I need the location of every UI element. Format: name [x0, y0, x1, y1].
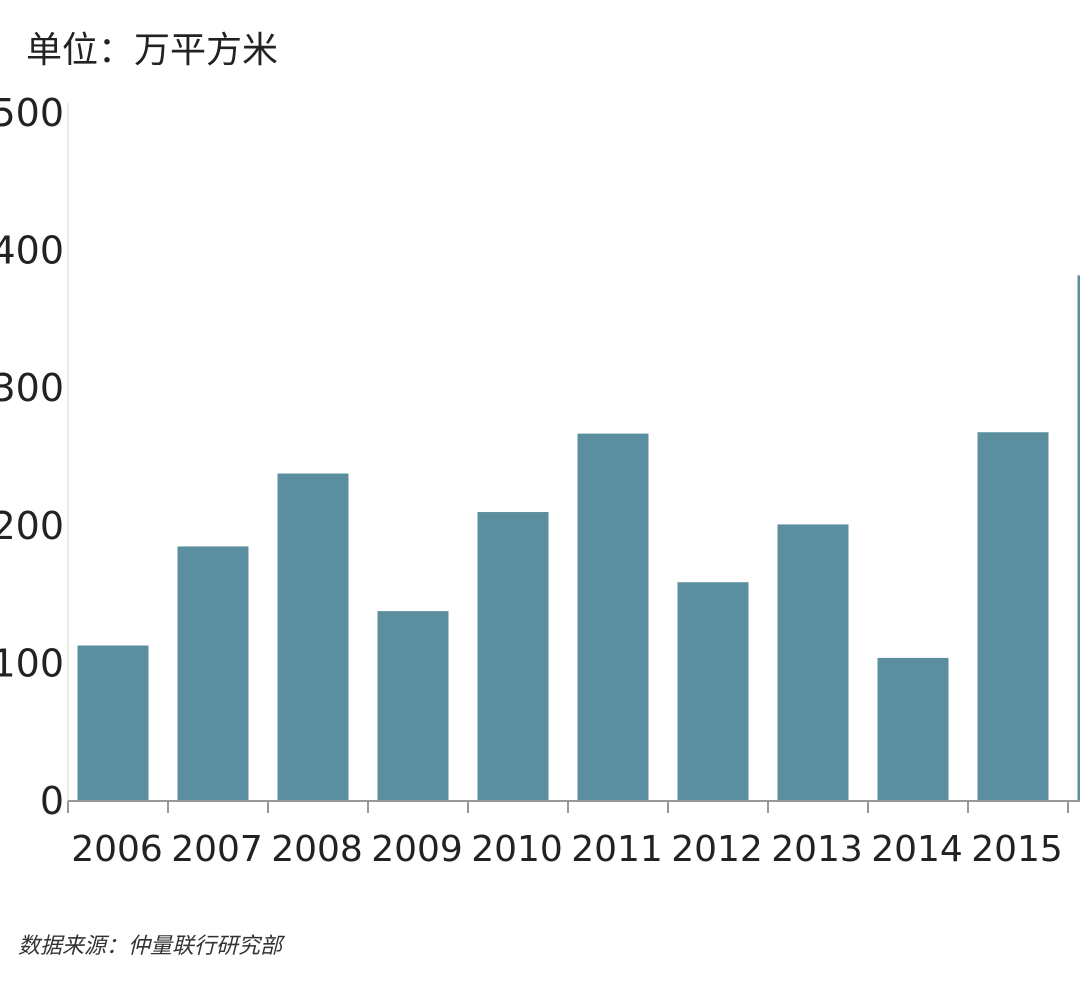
bars: [77, 275, 1080, 801]
y-tick-label: 100: [0, 641, 64, 685]
source-note: 数据来源：仲量联行研究部: [18, 934, 286, 959]
bar-2008: [277, 473, 349, 801]
y-tick-label: 300: [0, 366, 64, 410]
bar-2006: [77, 645, 149, 801]
x-axis-ticks: 2006 2007 2008 2009 2010 2011 2012 2013 2014 2015…: [67, 801, 1069, 870]
x-tick-label: 2008: [271, 829, 363, 870]
bar-2007: [177, 546, 249, 801]
x-tick-label: 2014: [871, 829, 963, 870]
y-tick-label: 400: [0, 229, 64, 273]
x-tick-label: 2009: [371, 829, 463, 870]
bar-2012: [677, 582, 749, 801]
x-tick-label: 2013: [771, 829, 863, 870]
y-tick-label: 200: [0, 504, 64, 548]
x-tick-label: 2010: [471, 829, 563, 870]
x-tick-label: 2011: [571, 829, 663, 870]
y-tick-label: 0: [40, 779, 64, 823]
bar-2016: [1077, 275, 1080, 801]
bar-2014: [877, 657, 949, 801]
bar-2010: [477, 512, 549, 801]
x-tick-label: 2007: [171, 829, 263, 870]
x-tick-label: 2012: [671, 829, 763, 870]
bar-2009: [377, 611, 449, 801]
unit-label: 单位：万平方米: [26, 30, 278, 71]
y-tick-label: 500: [0, 91, 64, 135]
bar-2015: [977, 432, 1049, 801]
y-axis-ticks: 0 100 200 300 400 500: [0, 91, 64, 823]
bar-2013: [777, 524, 849, 801]
x-tick-label: 2015: [971, 829, 1063, 870]
x-tick-label: 2006: [71, 829, 163, 870]
bar-2011: [577, 433, 649, 801]
